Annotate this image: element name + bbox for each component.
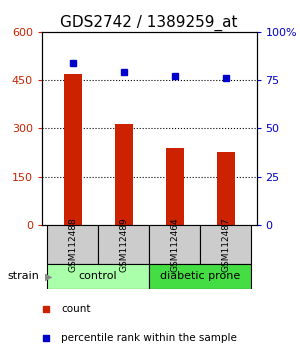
Bar (200, 225, 251, 264)
Text: control: control (79, 272, 118, 281)
Bar (47, 225, 98, 264)
Text: count: count (61, 304, 91, 314)
Text: GSM112488: GSM112488 (68, 217, 77, 272)
Bar (98, 225, 149, 264)
Bar (149, 264, 251, 289)
Bar (166, 148, 184, 225)
Text: diabetic prone: diabetic prone (160, 272, 240, 281)
Text: GSM112487: GSM112487 (221, 217, 230, 272)
Bar (64, 74, 82, 225)
Bar (47, 264, 149, 289)
Bar (115, 124, 133, 225)
Text: percentile rank within the sample: percentile rank within the sample (61, 333, 237, 343)
Bar (217, 153, 235, 225)
Text: ▶: ▶ (45, 272, 52, 281)
Bar (149, 225, 200, 264)
Text: GSM112464: GSM112464 (170, 217, 179, 272)
Text: GSM112489: GSM112489 (119, 217, 128, 272)
Title: GDS2742 / 1389259_at: GDS2742 / 1389259_at (61, 14, 238, 30)
Text: strain: strain (8, 272, 39, 281)
